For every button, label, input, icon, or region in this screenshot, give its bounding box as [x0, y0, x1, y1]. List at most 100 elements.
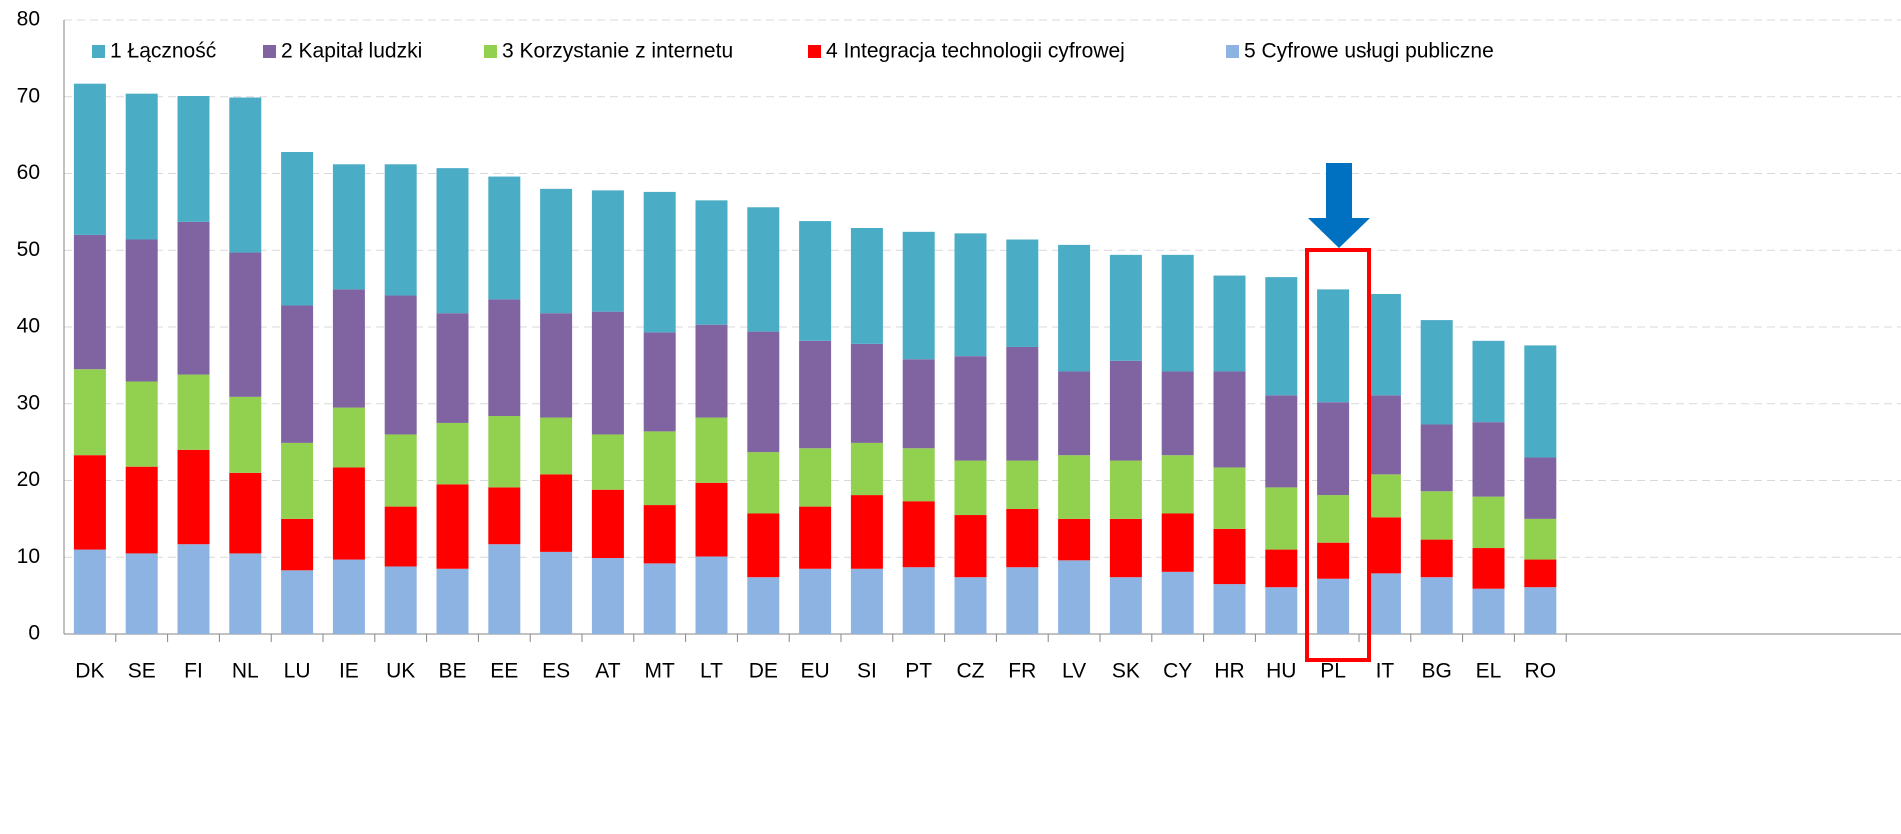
- bar-segment: [281, 570, 314, 634]
- legend-label: 5 Cyfrowe usługi publiczne: [1244, 40, 1494, 63]
- bar-segment: [695, 482, 728, 557]
- bar-segment: [643, 431, 676, 506]
- bar-segment: [281, 442, 314, 519]
- bar-segment: [1420, 539, 1453, 578]
- bar-segment: [902, 448, 935, 502]
- bar-segment: [591, 434, 624, 490]
- bar-segment: [1213, 528, 1246, 585]
- bar-segment: [643, 332, 676, 432]
- x-tick-label: PT: [905, 660, 932, 683]
- x-tick-label: NL: [232, 660, 259, 683]
- bar-segment: [954, 356, 987, 461]
- bar-segment: [384, 506, 417, 567]
- bar-segment: [902, 567, 935, 634]
- bar-segment: [1420, 577, 1453, 634]
- bar-segment: [695, 556, 728, 634]
- x-tick-label: FI: [184, 660, 203, 683]
- bar-segment: [177, 374, 210, 450]
- bar-segment: [229, 396, 262, 473]
- bar-segment: [1317, 289, 1350, 403]
- x-tick-label: EU: [801, 660, 830, 683]
- bar-segment: [954, 460, 987, 516]
- bar-segment: [591, 190, 624, 312]
- bar-segment: [1420, 320, 1453, 425]
- bar-segment: [125, 466, 158, 554]
- bar-segment: [1161, 371, 1194, 456]
- bar-segment: [1006, 346, 1039, 461]
- bar-segment: [1368, 293, 1401, 396]
- bar-segment: [332, 467, 365, 560]
- bar-segment: [591, 311, 624, 435]
- bar-segment: [1420, 424, 1453, 492]
- x-tick-label: EE: [490, 660, 518, 683]
- bar-segment: [73, 234, 106, 370]
- bar-segment: [384, 566, 417, 634]
- bar-segment: [1317, 495, 1350, 543]
- bar-segment: [695, 324, 728, 418]
- bar-segment: [1472, 340, 1505, 423]
- bar-segment: [1472, 548, 1505, 589]
- legend-label: 1 Łączność: [110, 40, 216, 63]
- bar-segment: [902, 501, 935, 568]
- x-tick-label: LU: [284, 660, 311, 683]
- bar-segment: [540, 417, 573, 475]
- bar-segment: [332, 407, 365, 468]
- bar-segment: [850, 568, 883, 634]
- bar-segment: [747, 577, 780, 634]
- bar-segment: [229, 252, 262, 397]
- bar-segment: [1265, 549, 1298, 588]
- bar-segment: [1472, 588, 1505, 634]
- bar-segment: [954, 233, 987, 357]
- bar-segment: [488, 299, 521, 417]
- bar-segment: [125, 381, 158, 467]
- y-tick-label: 80: [17, 8, 40, 31]
- x-tick-label: IT: [1376, 660, 1395, 683]
- x-tick-label: SI: [857, 660, 877, 683]
- bar-segment: [850, 227, 883, 344]
- bar-segment: [1368, 395, 1401, 475]
- x-tick-label: UK: [386, 660, 415, 683]
- bar-segment: [540, 474, 573, 552]
- bar-segment: [1213, 275, 1246, 372]
- bar-segment: [1472, 422, 1505, 497]
- bar-segment: [332, 559, 365, 634]
- bar-segment: [281, 152, 314, 306]
- bar-segment: [1524, 518, 1557, 560]
- x-tick-label: DK: [75, 660, 104, 683]
- x-tick-label: SE: [128, 660, 156, 683]
- bar-segment: [1265, 395, 1298, 488]
- legend-label: 4 Integracja technologii cyfrowej: [826, 40, 1125, 63]
- bar-segment: [1524, 457, 1557, 519]
- bar-segment: [1368, 573, 1401, 634]
- bar-segment: [1265, 487, 1298, 550]
- bar-segment: [799, 506, 832, 569]
- legend-swatch: [1226, 45, 1239, 58]
- bar-segment: [1368, 517, 1401, 574]
- bar-segment: [1317, 402, 1350, 496]
- bar-segment: [488, 176, 521, 300]
- x-tick-label: ES: [542, 660, 570, 683]
- bar-segment: [591, 558, 624, 634]
- x-tick-label: LT: [700, 660, 723, 683]
- bar-segment: [1524, 559, 1557, 588]
- x-tick-label: DE: [749, 660, 778, 683]
- bar-segment: [1109, 254, 1142, 361]
- x-tick-label: FR: [1008, 660, 1036, 683]
- bar-segment: [384, 295, 417, 435]
- bar-segment: [799, 340, 832, 449]
- bar-segment: [954, 577, 987, 634]
- x-tick-label: BG: [1422, 660, 1452, 683]
- bar-segment: [540, 313, 573, 418]
- bar-segment: [1109, 577, 1142, 634]
- bar-segment: [1368, 474, 1401, 518]
- bar-segment: [177, 544, 210, 634]
- legend-label: 3 Korzystanie z internetu: [502, 40, 733, 63]
- bar-segment: [1524, 345, 1557, 458]
- bar-segment: [747, 513, 780, 578]
- bar-segment: [799, 448, 832, 507]
- bar-segment: [902, 359, 935, 449]
- bar-segment: [1420, 491, 1453, 540]
- legend-swatch: [92, 45, 105, 58]
- bar-segment: [177, 449, 210, 545]
